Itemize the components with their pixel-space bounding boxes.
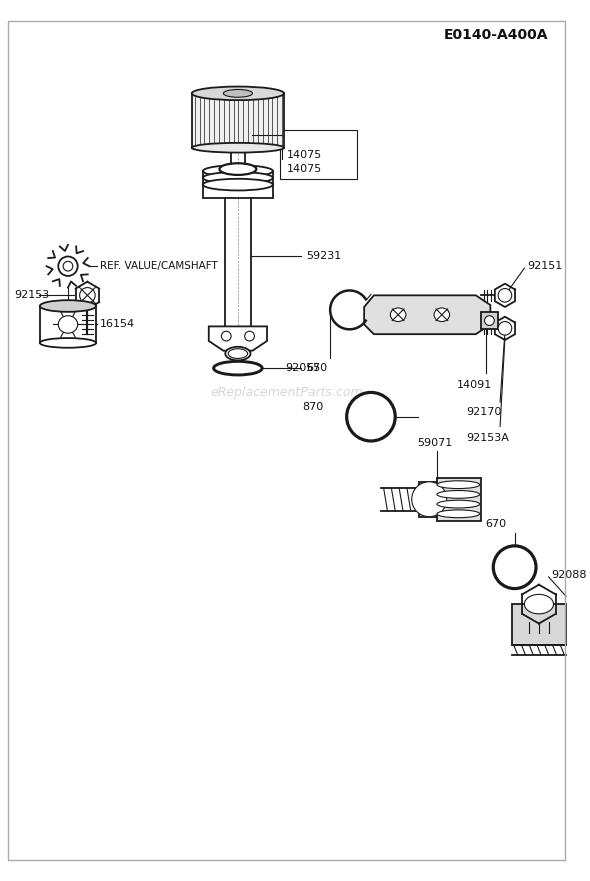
Ellipse shape [225, 347, 251, 360]
Ellipse shape [437, 500, 480, 508]
Ellipse shape [498, 289, 512, 302]
Ellipse shape [203, 179, 273, 190]
Bar [280, 130, 358, 179]
Ellipse shape [219, 163, 257, 175]
Text: 92088: 92088 [552, 570, 587, 580]
Ellipse shape [228, 349, 248, 359]
Text: 92153: 92153 [15, 291, 50, 300]
Ellipse shape [412, 482, 447, 517]
Bar [40, 306, 96, 343]
Ellipse shape [63, 262, 73, 271]
Text: 14075: 14075 [287, 150, 322, 159]
Ellipse shape [203, 166, 273, 177]
Ellipse shape [221, 331, 231, 341]
Bar [481, 312, 498, 329]
Text: 92151: 92151 [527, 261, 562, 271]
Text: 14091: 14091 [457, 380, 491, 389]
Bar [231, 148, 245, 189]
Text: 14075: 14075 [287, 164, 322, 174]
Ellipse shape [391, 308, 406, 322]
Ellipse shape [224, 90, 253, 97]
Bar [437, 478, 481, 521]
Polygon shape [209, 326, 267, 351]
Ellipse shape [484, 315, 494, 325]
Ellipse shape [493, 546, 536, 589]
Text: 92055: 92055 [285, 363, 320, 374]
Text: eReplacementParts.com: eReplacementParts.com [210, 386, 363, 399]
Bar [419, 482, 439, 517]
Ellipse shape [434, 308, 450, 322]
Ellipse shape [525, 595, 553, 614]
Bar [512, 604, 566, 645]
Text: 870: 870 [302, 402, 323, 412]
Bar [192, 93, 284, 148]
Ellipse shape [437, 491, 480, 499]
Ellipse shape [245, 331, 254, 341]
Text: E0140-A400A: E0140-A400A [444, 28, 549, 42]
Text: 670: 670 [306, 363, 327, 374]
Ellipse shape [80, 287, 95, 303]
Text: 59071: 59071 [418, 438, 453, 448]
Ellipse shape [498, 322, 512, 335]
Ellipse shape [58, 256, 78, 276]
Ellipse shape [214, 361, 262, 375]
Ellipse shape [203, 172, 273, 183]
Ellipse shape [437, 510, 480, 518]
Ellipse shape [40, 300, 96, 312]
Ellipse shape [192, 143, 284, 152]
Bar [203, 171, 273, 198]
Text: 16154: 16154 [100, 320, 135, 329]
Polygon shape [364, 295, 490, 334]
Ellipse shape [58, 315, 78, 333]
Text: 670: 670 [486, 519, 507, 529]
Ellipse shape [40, 338, 96, 348]
Bar [225, 198, 251, 329]
Ellipse shape [347, 392, 395, 441]
Text: 92170: 92170 [466, 407, 502, 417]
Text: 92153A: 92153A [466, 433, 509, 443]
Text: REF. VALUE/CAMSHAFT: REF. VALUE/CAMSHAFT [100, 261, 218, 271]
Text: 59231: 59231 [306, 251, 341, 262]
Ellipse shape [437, 481, 480, 489]
Ellipse shape [192, 86, 284, 100]
